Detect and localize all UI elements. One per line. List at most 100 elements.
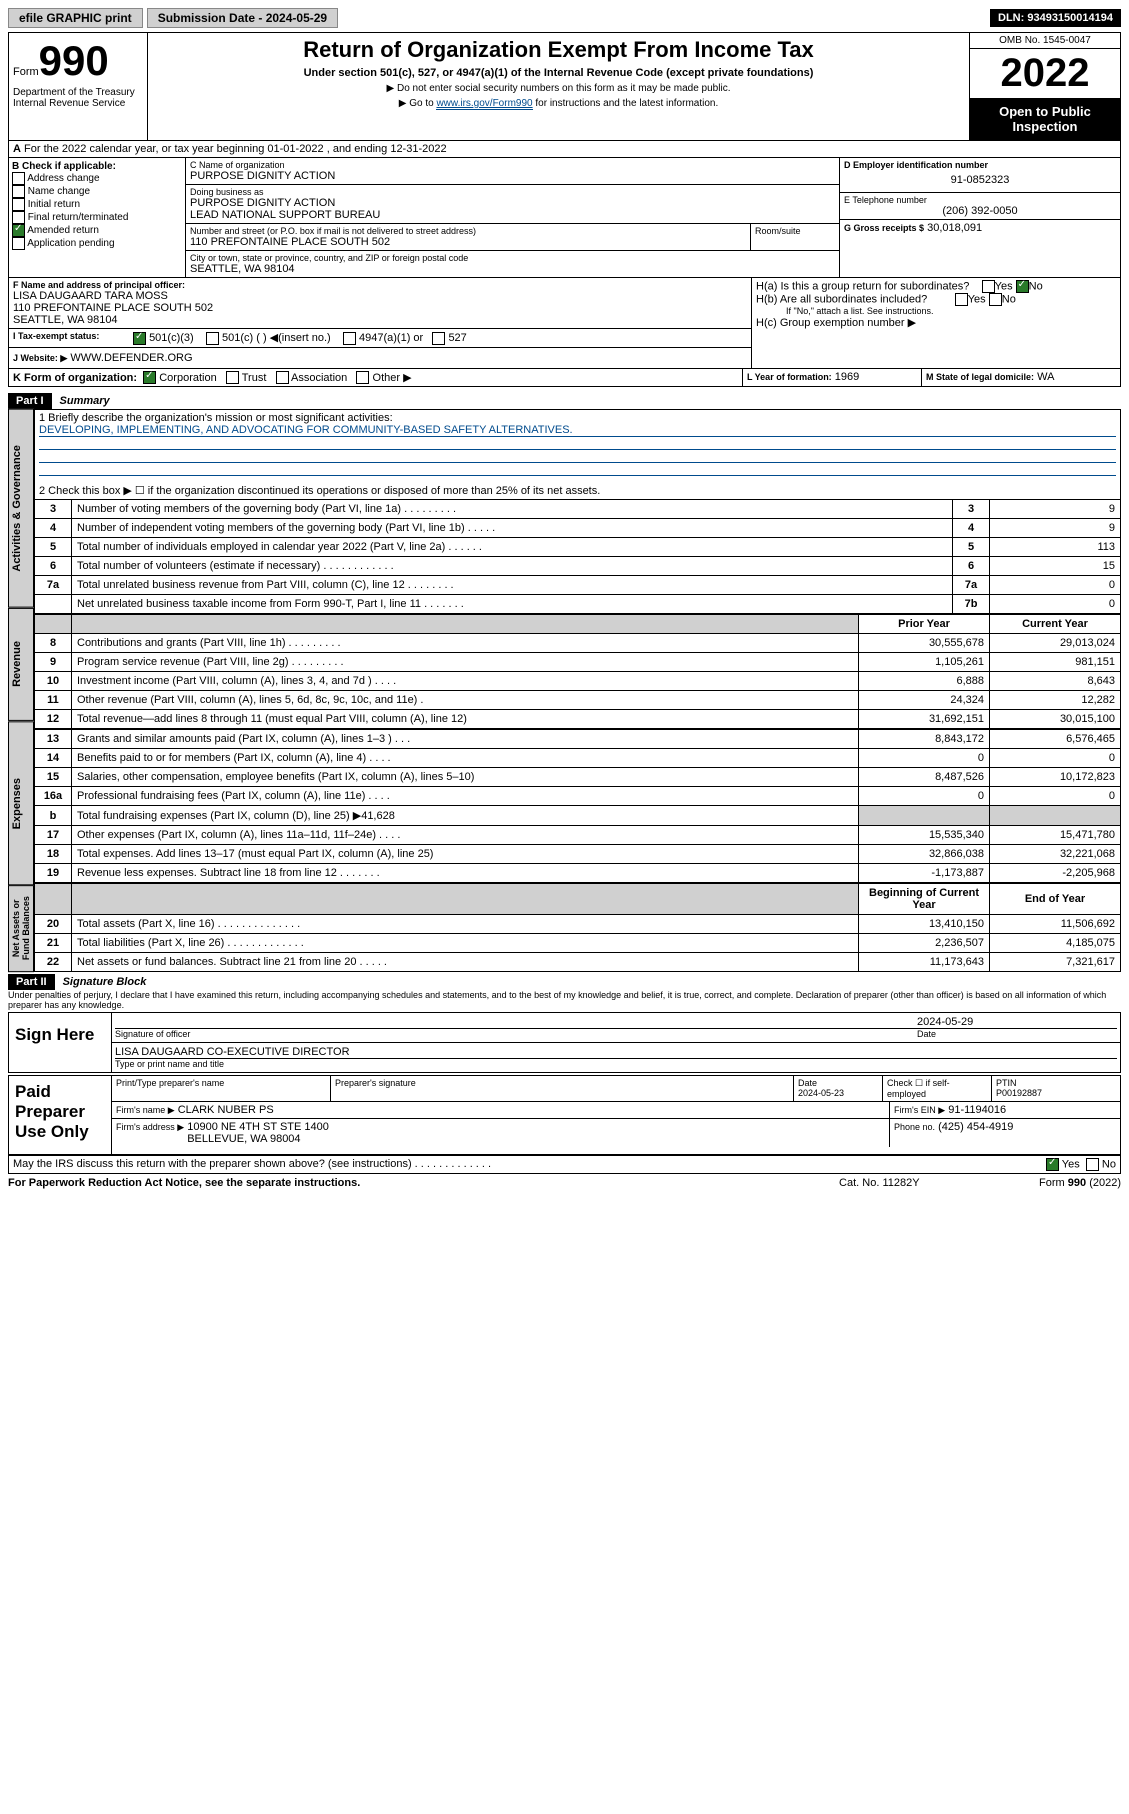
table-row: 11Other revenue (Part VIII, column (A), … [35,691,1121,710]
room-label: Room/suite [755,226,835,236]
c-label: C Name of organization [190,160,835,170]
hc: H(c) Group exemption number ▶ [756,316,1116,329]
officer-name: LISA DAUGAARD TARA MOSS [13,290,747,302]
instructions-link[interactable]: www.irs.gov/Form990 [436,98,532,110]
f-label: F Name and address of principal officer: [13,280,747,290]
hb-yes[interactable] [955,293,968,306]
street: 110 PREFONTAINE PLACE SOUTH 502 [190,236,746,248]
table-row: 9Program service revenue (Part VIII, lin… [35,653,1121,672]
check-527[interactable] [432,332,445,345]
sign-label: Sign Here [9,1013,111,1072]
table-row: 7aTotal unrelated business revenue from … [35,576,1121,595]
i-label: I Tax-exempt status: [13,331,133,345]
check-amended[interactable]: Amended return [12,224,182,237]
table-row: 20Total assets (Part X, line 16) . . . .… [35,915,1121,934]
table-row: 3Number of voting members of the governi… [35,500,1121,519]
form-title: Return of Organization Exempt From Incom… [152,37,965,63]
efile-button[interactable]: efile GRAPHIC print [8,8,143,28]
firm-addr-label: Firm's address ▶ [116,1122,184,1132]
prep-name-h: Print/Type preparer's name [112,1076,331,1101]
check-address[interactable]: Address change [12,172,182,185]
dba-label: Doing business as [190,187,835,197]
note-1: ▶ Do not enter social security numbers o… [152,83,965,94]
tax-status-opts: 501(c)(3) 501(c) ( ) ◀(insert no.) 4947(… [133,331,467,345]
table-row: 13Grants and similar amounts paid (Part … [35,730,1121,749]
tab-net: Net Assets or Fund Balances [8,885,34,972]
street-label: Number and street (or P.O. box if mail i… [190,226,746,236]
city: SEATTLE, WA 98104 [190,263,835,275]
top-bar: efile GRAPHIC print Submission Date - 20… [8,8,1121,28]
ha: H(a) Is this a group return for subordin… [756,280,1116,293]
ha-yes[interactable] [982,280,995,293]
hb: H(b) Are all subordinates included? Yes … [756,293,1116,306]
k-other[interactable] [356,371,369,384]
officer-addr2: SEATTLE, WA 98104 [13,314,747,326]
k-trust[interactable] [226,371,239,384]
ha-no[interactable] [1016,280,1029,293]
discuss-yes[interactable] [1046,1158,1059,1171]
k-l-m-row: K Form of organization: Corporation Trus… [8,369,1121,388]
table-row: 10Investment income (Part VIII, column (… [35,672,1121,691]
part2-text: Under penalties of perjury, I declare th… [8,990,1121,1010]
table-row: 6Total number of volunteers (estimate if… [35,557,1121,576]
open-public: Open to Public Inspection [970,98,1120,140]
d-label: D Employer identification number [844,160,1116,170]
form-label: Form [13,66,39,78]
sig-officer-label: Signature of officer [115,1028,917,1039]
sig-name-label: Type or print name and title [115,1058,1117,1069]
part1-header: Part ISummary [8,393,1121,409]
org-name: PURPOSE DIGNITY ACTION [190,170,835,182]
paperwork: For Paperwork Reduction Act Notice, see … [8,1177,839,1189]
dept-label: Department of the Treasury Internal Reve… [13,87,143,109]
ptin: P00192887 [996,1088,1042,1098]
firm-phone: (425) 454-4919 [938,1121,1013,1133]
check-name[interactable]: Name change [12,185,182,198]
check-501c[interactable] [206,332,219,345]
prep-date: 2024-05-23 [798,1088,844,1098]
phone: (206) 392-0050 [844,205,1116,217]
gov-table: 3Number of voting members of the governi… [34,499,1121,614]
prep-self: Check ☐ if self-employed [883,1076,992,1101]
check-pending[interactable]: Application pending [12,237,182,250]
firm-addr: 10900 NE 4TH ST STE 1400 BELLEVUE, WA 98… [187,1121,329,1145]
officer-addr1: 110 PREFONTAINE PLACE SOUTH 502 [13,302,747,314]
table-row: bTotal fundraising expenses (Part IX, co… [35,806,1121,826]
form-ref: Form 990 (2022) [1039,1177,1121,1189]
table-row: 4Number of independent voting members of… [35,519,1121,538]
check-501c3[interactable] [133,332,146,345]
cat-no: Cat. No. 11282Y [839,1177,1039,1189]
tax-year: 2022 [970,49,1120,98]
form-header: Form990 Department of the Treasury Inter… [8,32,1121,141]
k-assoc[interactable] [276,371,289,384]
note-2: ▶ Go to www.irs.gov/Form990 for instruct… [152,98,965,109]
check-final[interactable]: Final return/terminated [12,211,182,224]
tab-governance: Activities & Governance [8,409,34,608]
gross-receipts: 30,018,091 [927,222,982,234]
table-row: 19Revenue less expenses. Subtract line 1… [35,864,1121,883]
rev-table: Prior YearCurrent Year8Contributions and… [34,614,1121,729]
sig-date-label: Date [917,1028,1117,1039]
dba: PURPOSE DIGNITY ACTION LEAD NATIONAL SUP… [190,197,835,221]
domicile: WA [1037,371,1054,383]
dln: DLN: 93493150014194 [990,9,1121,27]
part1-body: Activities & Governance Revenue Expenses… [8,409,1121,972]
hb-no[interactable] [989,293,1002,306]
form-number: 990 [39,37,109,84]
sig-date: 2024-05-29 [917,1016,1117,1028]
form-subtitle: Under section 501(c), 527, or 4947(a)(1)… [152,67,965,79]
prep-sig-h: Preparer's signature [331,1076,794,1101]
website: WWW.DEFENDER.ORG [70,352,192,364]
city-label: City or town, state or province, country… [190,253,835,263]
discuss-no[interactable] [1086,1158,1099,1171]
info-block: B Check if applicable: Address change Na… [8,158,1121,278]
submission-date[interactable]: Submission Date - 2024-05-29 [147,8,338,28]
k-corp[interactable] [143,371,156,384]
table-row: 12Total revenue—add lines 8 through 11 (… [35,710,1121,729]
table-row: Beginning of Current YearEnd of Year [35,884,1121,915]
p1-1-label: 1 Briefly describe the organization's mi… [39,412,1116,424]
check-4947[interactable] [343,332,356,345]
check-b-column: B Check if applicable: Address change Na… [9,158,186,277]
omb-number: OMB No. 1545-0047 [970,33,1120,49]
prep-date-h: Date [798,1078,817,1088]
check-initial[interactable]: Initial return [12,198,182,211]
